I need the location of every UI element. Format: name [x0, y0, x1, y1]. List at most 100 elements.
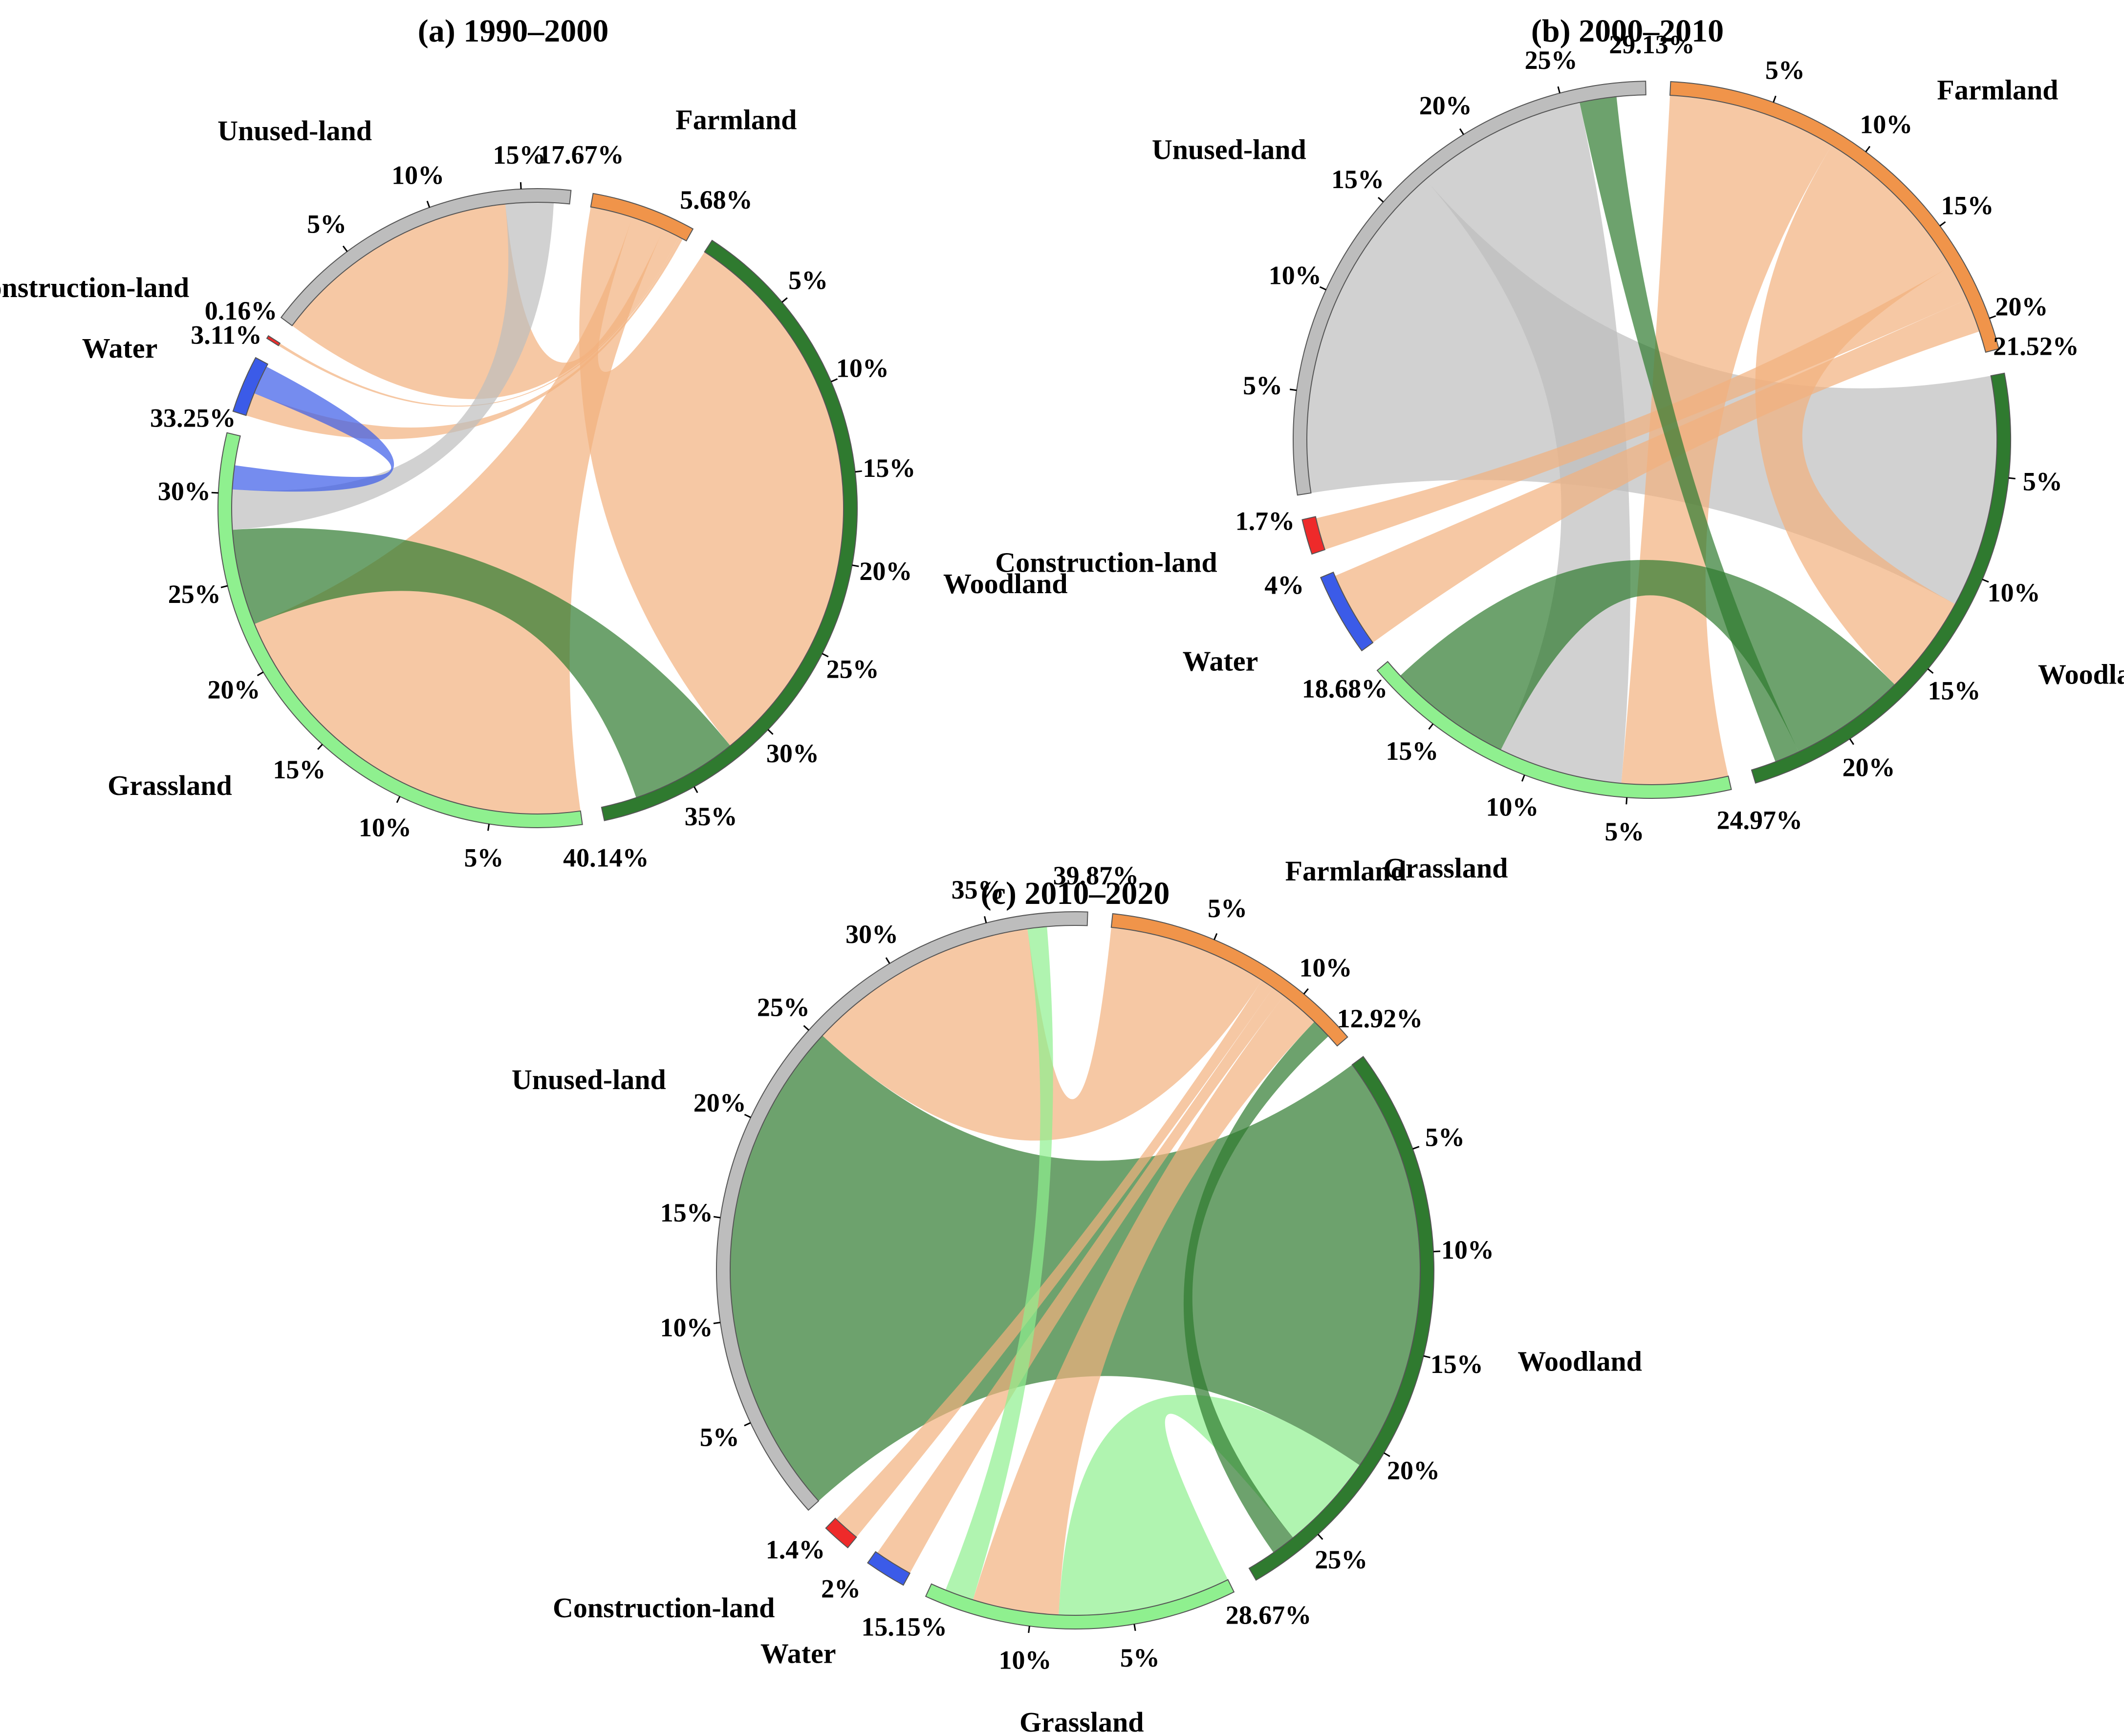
tick-label: 10% [998, 1645, 1051, 1674]
ribbon-woodland-to-unused-land [1580, 96, 1799, 762]
tick-label: 5% [1208, 894, 1247, 923]
tick-mark [1982, 579, 1989, 583]
segment-construction-land: 1.7% Construction-land [995, 506, 1326, 579]
tick-mark [1865, 146, 1871, 152]
segment-arc-woodland [601, 239, 858, 821]
tick-label: 25% [757, 993, 810, 1022]
ribbon-woodland-to-farmland [1755, 145, 1955, 685]
ribbon-farmland-to-water [246, 237, 683, 439]
segment-total-label: 4% [1264, 571, 1304, 600]
ribbon-farmland-to-construction-land [1316, 266, 1967, 550]
segment-arc-grassland [925, 1579, 1235, 1629]
segment-arc-woodland [1751, 372, 2011, 784]
segment-total-label: 40.14% [563, 843, 649, 872]
tick-label: 30% [766, 739, 819, 768]
tick-mark [744, 1422, 751, 1427]
segment-unused-land: 5% 10% 15% 20% 25% 30% 35% 39.87% Unused-land [512, 861, 1139, 1511]
segment-name-label: Farmland [675, 104, 797, 136]
segment-arc-construction-land [825, 1518, 857, 1549]
tick-label: 10% [1441, 1235, 1494, 1264]
ribbons [730, 926, 1420, 1615]
tick-label: 5% [788, 265, 828, 295]
tick-mark [1849, 738, 1855, 745]
tick-label: 15% [863, 453, 915, 483]
segment-total-label: 1.4% [766, 1535, 825, 1565]
segment-total-label: 29.13% [1609, 30, 1695, 59]
tick-mark [1626, 797, 1628, 805]
segment-name-label: Construction-land [553, 1592, 775, 1624]
tick-mark [1521, 774, 1525, 782]
segment-name-label: Water [1183, 645, 1258, 677]
segment-total-label: 2% [821, 1574, 861, 1604]
ribbon-farmland-to-water [1335, 299, 1980, 643]
ribbons [1306, 95, 1997, 785]
tick-label: 20% [1842, 753, 1895, 782]
tick-mark [1428, 723, 1434, 730]
tick-mark [1317, 1534, 1323, 1540]
ribbon-unused-land-to-grassland [232, 202, 554, 530]
tick-mark [342, 245, 348, 252]
tick-mark [1028, 1626, 1030, 1633]
segment-arc-water [232, 357, 269, 416]
segment-name-label: Farmland [1285, 855, 1407, 887]
segment-arc-grassland [217, 432, 583, 828]
segment-total-label: 24.97% [1716, 805, 1802, 835]
tick-label: 35% [952, 875, 1004, 904]
tick-label: 10% [1486, 793, 1539, 822]
tick-mark [520, 182, 522, 189]
ribbon-grassland-to-farmland [254, 217, 664, 814]
segment-name-label: Woodland [943, 568, 1068, 600]
tick-mark [855, 470, 862, 473]
segment-name-label: Water [82, 332, 158, 364]
segment-farmland: 5% 10% 12.92% Farmland [1110, 855, 1423, 1047]
ribbon-woodland-to-farmland [579, 207, 844, 746]
segment-arc-unused-land [280, 188, 572, 326]
panel-title: (a) 1990–2000 [418, 13, 608, 49]
tick-label: 10% [391, 161, 444, 190]
chord-panel-0: (a) 1990–2000 5.68% Farmland 5% 10% 15% 20% 25%… [0, 13, 1068, 873]
tick-mark [694, 786, 698, 793]
tick-label: 5% [464, 843, 504, 873]
tick-label: 25% [826, 655, 879, 684]
segment-farmland: 5% 10% 15% 20% 21.52% Farmland [1669, 56, 2079, 361]
segment-total-label: 33.25% [150, 404, 236, 433]
tick-mark [1459, 128, 1464, 135]
segment-arc-construction-land [266, 335, 281, 346]
tick-label: 5% [1120, 1643, 1160, 1672]
ribbon-grassland-to-woodland [1059, 1394, 1360, 1615]
segment-name-label: Grassland [1019, 1706, 1144, 1736]
tick-label: 15% [1928, 676, 1981, 706]
tick-mark [885, 957, 890, 964]
tick-label: 10% [1269, 261, 1322, 290]
segment-arc-farmland [590, 193, 694, 242]
segment-name-label: Woodland [1517, 1345, 1642, 1377]
tick-label: 15% [660, 1198, 713, 1227]
panel-title: (c) 2010–2020 [981, 876, 1170, 911]
segment-grassland: 5% 10% 15.15% Grassland [861, 1579, 1235, 1736]
tick-mark [1289, 388, 1297, 391]
tick-label: 20% [208, 675, 260, 704]
ribbon-unused-land-to-farmland [292, 204, 679, 399]
segment-name-label: Water [760, 1638, 836, 1670]
segment-grassland: 5% 10% 15% 18.68% Grassland [1302, 661, 1732, 884]
segment-name-label: Unused-land [1152, 133, 1306, 165]
segment-arc-unused-land [716, 911, 1088, 1511]
tick-label: 30% [845, 920, 898, 949]
tick-label: 10% [1988, 578, 2040, 607]
ribbon-water-to-grassland [232, 366, 394, 492]
segment-total-label: 28.67% [1226, 1601, 1312, 1630]
tick-mark [257, 671, 264, 677]
tick-mark [830, 378, 838, 383]
tick-label: 35% [685, 802, 737, 831]
segment-unused-land: 5% 10% 15% 20% 25% 29.13% Unused-land [1152, 30, 1695, 496]
tick-label: 15% [1331, 165, 1384, 194]
tick-label: 20% [1387, 1456, 1440, 1485]
segment-arc-water [1320, 571, 1374, 652]
tick-mark [984, 916, 987, 923]
tick-label: 15% [493, 140, 545, 170]
tick-mark [852, 564, 859, 567]
ribbon-farmland-to-construction-land [278, 236, 681, 407]
segment-grassland: 5% 10% 15% 20% 25% 30% 33.25% Grassland [108, 404, 583, 873]
tick-mark [426, 200, 431, 208]
tick-mark [713, 1216, 721, 1219]
